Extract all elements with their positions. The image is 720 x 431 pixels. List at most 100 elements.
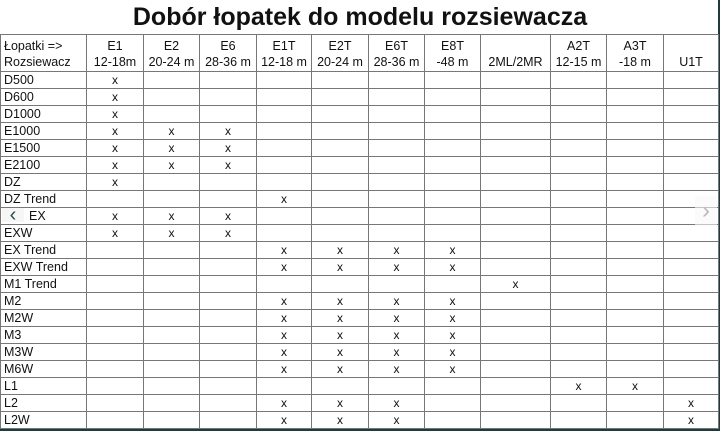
empty-cell bbox=[550, 190, 607, 208]
column-range: 28-36 m bbox=[205, 55, 251, 69]
table-row: M6W x x x x bbox=[0, 360, 719, 378]
table-row: D500 x bbox=[0, 71, 719, 89]
empty-cell bbox=[663, 139, 719, 157]
empty-cell bbox=[311, 275, 369, 293]
compatible-mark: x bbox=[368, 258, 425, 276]
empty-cell bbox=[368, 139, 425, 157]
empty-cell bbox=[199, 377, 257, 395]
empty-cell bbox=[480, 377, 551, 395]
empty-cell bbox=[480, 173, 551, 191]
next-slide-button[interactable]: › bbox=[695, 196, 717, 226]
column-range: -18 m bbox=[619, 55, 651, 69]
empty-cell bbox=[311, 156, 369, 174]
row-label: M3W bbox=[0, 343, 87, 361]
empty-cell bbox=[663, 292, 719, 310]
empty-cell bbox=[663, 156, 719, 174]
compatible-mark: x bbox=[256, 258, 312, 276]
column-range: 12-18 m bbox=[261, 55, 307, 69]
empty-cell bbox=[424, 156, 481, 174]
empty-cell bbox=[199, 173, 257, 191]
empty-cell bbox=[256, 207, 312, 225]
empty-cell bbox=[550, 411, 607, 429]
empty-cell bbox=[368, 275, 425, 293]
row-label: E2100 bbox=[0, 156, 87, 174]
empty-cell bbox=[480, 326, 551, 344]
empty-cell bbox=[311, 224, 369, 242]
empty-cell bbox=[86, 377, 144, 395]
compatible-mark: x bbox=[86, 139, 144, 157]
compatible-mark: x bbox=[663, 411, 719, 429]
empty-cell bbox=[424, 105, 481, 123]
empty-cell bbox=[606, 343, 664, 361]
empty-cell bbox=[606, 411, 664, 429]
table-row: EXW x x x bbox=[0, 224, 719, 242]
compatible-mark: x bbox=[311, 360, 369, 378]
compatible-mark: x bbox=[256, 292, 312, 310]
empty-cell bbox=[550, 394, 607, 412]
compatible-mark: x bbox=[256, 241, 312, 259]
compatible-mark: x bbox=[199, 207, 257, 225]
empty-cell bbox=[663, 377, 719, 395]
empty-cell bbox=[199, 326, 257, 344]
compatible-mark: x bbox=[256, 394, 312, 412]
page-title: Dobór łopatek do modelu rozsiewacza bbox=[132, 3, 588, 31]
empty-cell bbox=[550, 275, 607, 293]
empty-cell bbox=[86, 360, 144, 378]
empty-cell bbox=[663, 173, 719, 191]
empty-cell bbox=[480, 292, 551, 310]
compatible-mark: x bbox=[368, 292, 425, 310]
empty-cell bbox=[143, 258, 200, 276]
empty-cell bbox=[199, 292, 257, 310]
corner-header: Łopatki => Rozsiewacz bbox=[0, 34, 87, 72]
empty-cell bbox=[143, 292, 200, 310]
empty-cell bbox=[480, 309, 551, 327]
empty-cell bbox=[256, 173, 312, 191]
empty-cell bbox=[86, 258, 144, 276]
empty-cell bbox=[256, 377, 312, 395]
empty-cell bbox=[368, 156, 425, 174]
empty-cell bbox=[424, 207, 481, 225]
column-name: E1 bbox=[107, 39, 123, 53]
empty-cell bbox=[606, 241, 664, 259]
empty-cell bbox=[311, 173, 369, 191]
column-range: 20-24 m bbox=[317, 55, 363, 69]
empty-cell bbox=[606, 139, 664, 157]
empty-cell bbox=[311, 377, 369, 395]
column-header: E2T 20-24 m bbox=[311, 34, 369, 72]
compatible-mark: x bbox=[311, 326, 369, 344]
empty-cell bbox=[606, 88, 664, 106]
prev-slide-button[interactable]: ‹ bbox=[2, 204, 24, 226]
empty-cell bbox=[606, 71, 664, 89]
empty-cell bbox=[663, 71, 719, 89]
compatibility-table: Łopatki => Rozsiewacz E1 12-18m E2 20-24 m E6… bbox=[0, 34, 719, 429]
empty-cell bbox=[606, 309, 664, 327]
table-row: E1000 x x x bbox=[0, 122, 719, 140]
empty-cell bbox=[663, 309, 719, 327]
compatible-mark: x bbox=[256, 343, 312, 361]
compatible-mark: x bbox=[424, 258, 481, 276]
empty-cell bbox=[86, 394, 144, 412]
table-row: D1000 x bbox=[0, 105, 719, 123]
compatible-mark: x bbox=[86, 156, 144, 174]
column-name: E6T bbox=[385, 39, 408, 53]
empty-cell bbox=[663, 241, 719, 259]
empty-cell bbox=[550, 360, 607, 378]
compatible-mark: x bbox=[86, 71, 144, 89]
chevron-left-icon: ‹ bbox=[9, 204, 17, 226]
table-row: M3W x x x x bbox=[0, 343, 719, 361]
compatible-mark: x bbox=[143, 207, 200, 225]
column-header: E1 12-18m bbox=[86, 34, 144, 72]
header-row: Łopatki => Rozsiewacz E1 12-18m E2 20-24 m E6… bbox=[0, 34, 719, 72]
table-row: M2 x x x x bbox=[0, 292, 719, 310]
empty-cell bbox=[480, 122, 551, 140]
compatible-mark: x bbox=[311, 394, 369, 412]
empty-cell bbox=[550, 105, 607, 123]
compatible-mark: x bbox=[256, 411, 312, 429]
table-row: M1 Trend x bbox=[0, 275, 719, 293]
empty-cell bbox=[663, 343, 719, 361]
empty-cell bbox=[424, 122, 481, 140]
column-name: E8T bbox=[441, 39, 464, 53]
empty-cell bbox=[199, 275, 257, 293]
empty-cell bbox=[480, 156, 551, 174]
